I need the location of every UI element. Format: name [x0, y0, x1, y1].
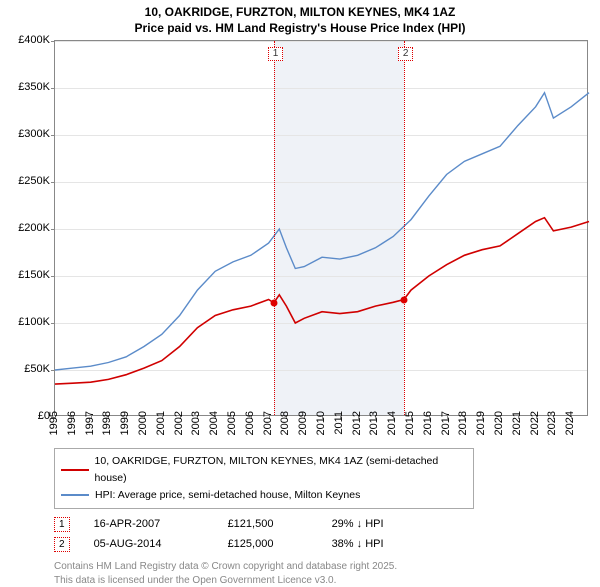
sale-marker-num: 2 [54, 537, 70, 552]
x-axis-label: 2021 [511, 411, 523, 441]
y-axis-label: £150K [10, 269, 50, 281]
sale-delta: 29% ↓ HPI [332, 515, 384, 535]
x-axis-label: 1995 [48, 411, 60, 441]
x-axis-label: 2014 [386, 411, 398, 441]
title-line-1: 10, OAKRIDGE, FURZTON, MILTON KEYNES, MK… [6, 4, 594, 20]
marker-label: 1 [268, 47, 284, 61]
plot-region: 12 [54, 40, 588, 416]
sale-marker-num: 1 [54, 517, 70, 532]
x-axis-label: 2020 [493, 411, 505, 441]
x-axis-label: 2003 [190, 411, 202, 441]
x-axis-label: 1999 [119, 411, 131, 441]
y-axis-label: £300K [10, 128, 50, 140]
sale-delta: 38% ↓ HPI [332, 535, 384, 555]
footer-line-1: Contains HM Land Registry data © Crown c… [54, 560, 594, 574]
y-axis-label: £350K [10, 81, 50, 93]
tick-y [51, 88, 55, 89]
legend-item: HPI: Average price, semi-detached house,… [61, 487, 467, 504]
x-axis-label: 1997 [84, 411, 96, 441]
legend-item: 10, OAKRIDGE, FURZTON, MILTON KEYNES, MK… [61, 453, 467, 487]
x-axis-label: 2022 [529, 411, 541, 441]
tick-y [51, 182, 55, 183]
legend-label: 10, OAKRIDGE, FURZTON, MILTON KEYNES, MK… [95, 453, 467, 487]
footer-line-2: This data is licensed under the Open Gov… [54, 574, 594, 587]
title-line-2: Price paid vs. HM Land Registry's House … [6, 20, 594, 36]
y-axis-label: £400K [10, 34, 50, 46]
x-axis-label: 2000 [137, 411, 149, 441]
tick-y [51, 276, 55, 277]
x-axis-label: 2010 [315, 411, 327, 441]
legend-label: HPI: Average price, semi-detached house,… [95, 487, 360, 504]
tick-y [51, 323, 55, 324]
x-axis-label: 2011 [333, 411, 345, 441]
x-axis-label: 2007 [262, 411, 274, 441]
x-axis-label: 1996 [66, 411, 78, 441]
marker-vline [404, 41, 405, 415]
marker-dot [270, 300, 277, 307]
sale-price: £125,000 [228, 535, 308, 555]
legend-swatch [61, 494, 89, 496]
series-line [55, 93, 589, 370]
legend: 10, OAKRIDGE, FURZTON, MILTON KEYNES, MK… [54, 448, 474, 508]
chart-area: 12 £0£50K£100K£150K£200K£250K£300K£350K£… [12, 40, 588, 440]
x-axis-label: 2009 [297, 411, 309, 441]
legend-swatch [61, 469, 89, 471]
marker-label: 2 [398, 47, 414, 61]
tick-y [51, 370, 55, 371]
x-axis-label: 2008 [279, 411, 291, 441]
x-axis-label: 2005 [226, 411, 238, 441]
chart-svg [55, 41, 587, 415]
x-axis-label: 2015 [404, 411, 416, 441]
x-axis-label: 2004 [208, 411, 220, 441]
chart-container: 10, OAKRIDGE, FURZTON, MILTON KEYNES, MK… [0, 0, 600, 560]
x-axis-label: 2016 [422, 411, 434, 441]
sale-date: 05-AUG-2014 [94, 535, 204, 555]
tick-y [51, 41, 55, 42]
y-axis-label: £0 [10, 410, 50, 422]
footer: Contains HM Land Registry data © Crown c… [54, 560, 594, 587]
sale-row: 2 05-AUG-2014 £125,000 38% ↓ HPI [54, 535, 594, 555]
y-axis-label: £250K [10, 175, 50, 187]
sale-price: £121,500 [228, 515, 308, 535]
x-axis-label: 2023 [546, 411, 558, 441]
sales-table: 1 16-APR-2007 £121,500 29% ↓ HPI 2 05-AUG-201… [54, 515, 594, 555]
marker-dot [400, 296, 407, 303]
x-axis-label: 1998 [101, 411, 113, 441]
y-axis-label: £200K [10, 222, 50, 234]
tick-y [51, 135, 55, 136]
x-axis-label: 2006 [244, 411, 256, 441]
chart-title: 10, OAKRIDGE, FURZTON, MILTON KEYNES, MK… [6, 4, 594, 36]
x-axis-label: 2019 [475, 411, 487, 441]
series-line [55, 218, 589, 384]
x-axis-label: 2013 [368, 411, 380, 441]
sale-date: 16-APR-2007 [94, 515, 204, 535]
tick-y [51, 229, 55, 230]
x-axis-label: 2002 [173, 411, 185, 441]
x-axis-label: 2001 [155, 411, 167, 441]
x-axis-label: 2018 [457, 411, 469, 441]
y-axis-label: £50K [10, 363, 50, 375]
sale-row: 1 16-APR-2007 £121,500 29% ↓ HPI [54, 515, 594, 535]
x-axis-label: 2012 [351, 411, 363, 441]
y-axis-label: £100K [10, 316, 50, 328]
marker-vline [274, 41, 275, 415]
x-axis-label: 2017 [440, 411, 452, 441]
x-axis-label: 2024 [564, 411, 576, 441]
